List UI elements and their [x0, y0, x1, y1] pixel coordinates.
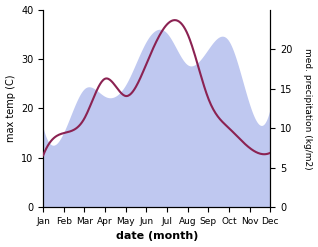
X-axis label: date (month): date (month) — [115, 231, 198, 242]
Y-axis label: max temp (C): max temp (C) — [5, 75, 16, 142]
Y-axis label: med. precipitation (kg/m2): med. precipitation (kg/m2) — [303, 48, 313, 169]
